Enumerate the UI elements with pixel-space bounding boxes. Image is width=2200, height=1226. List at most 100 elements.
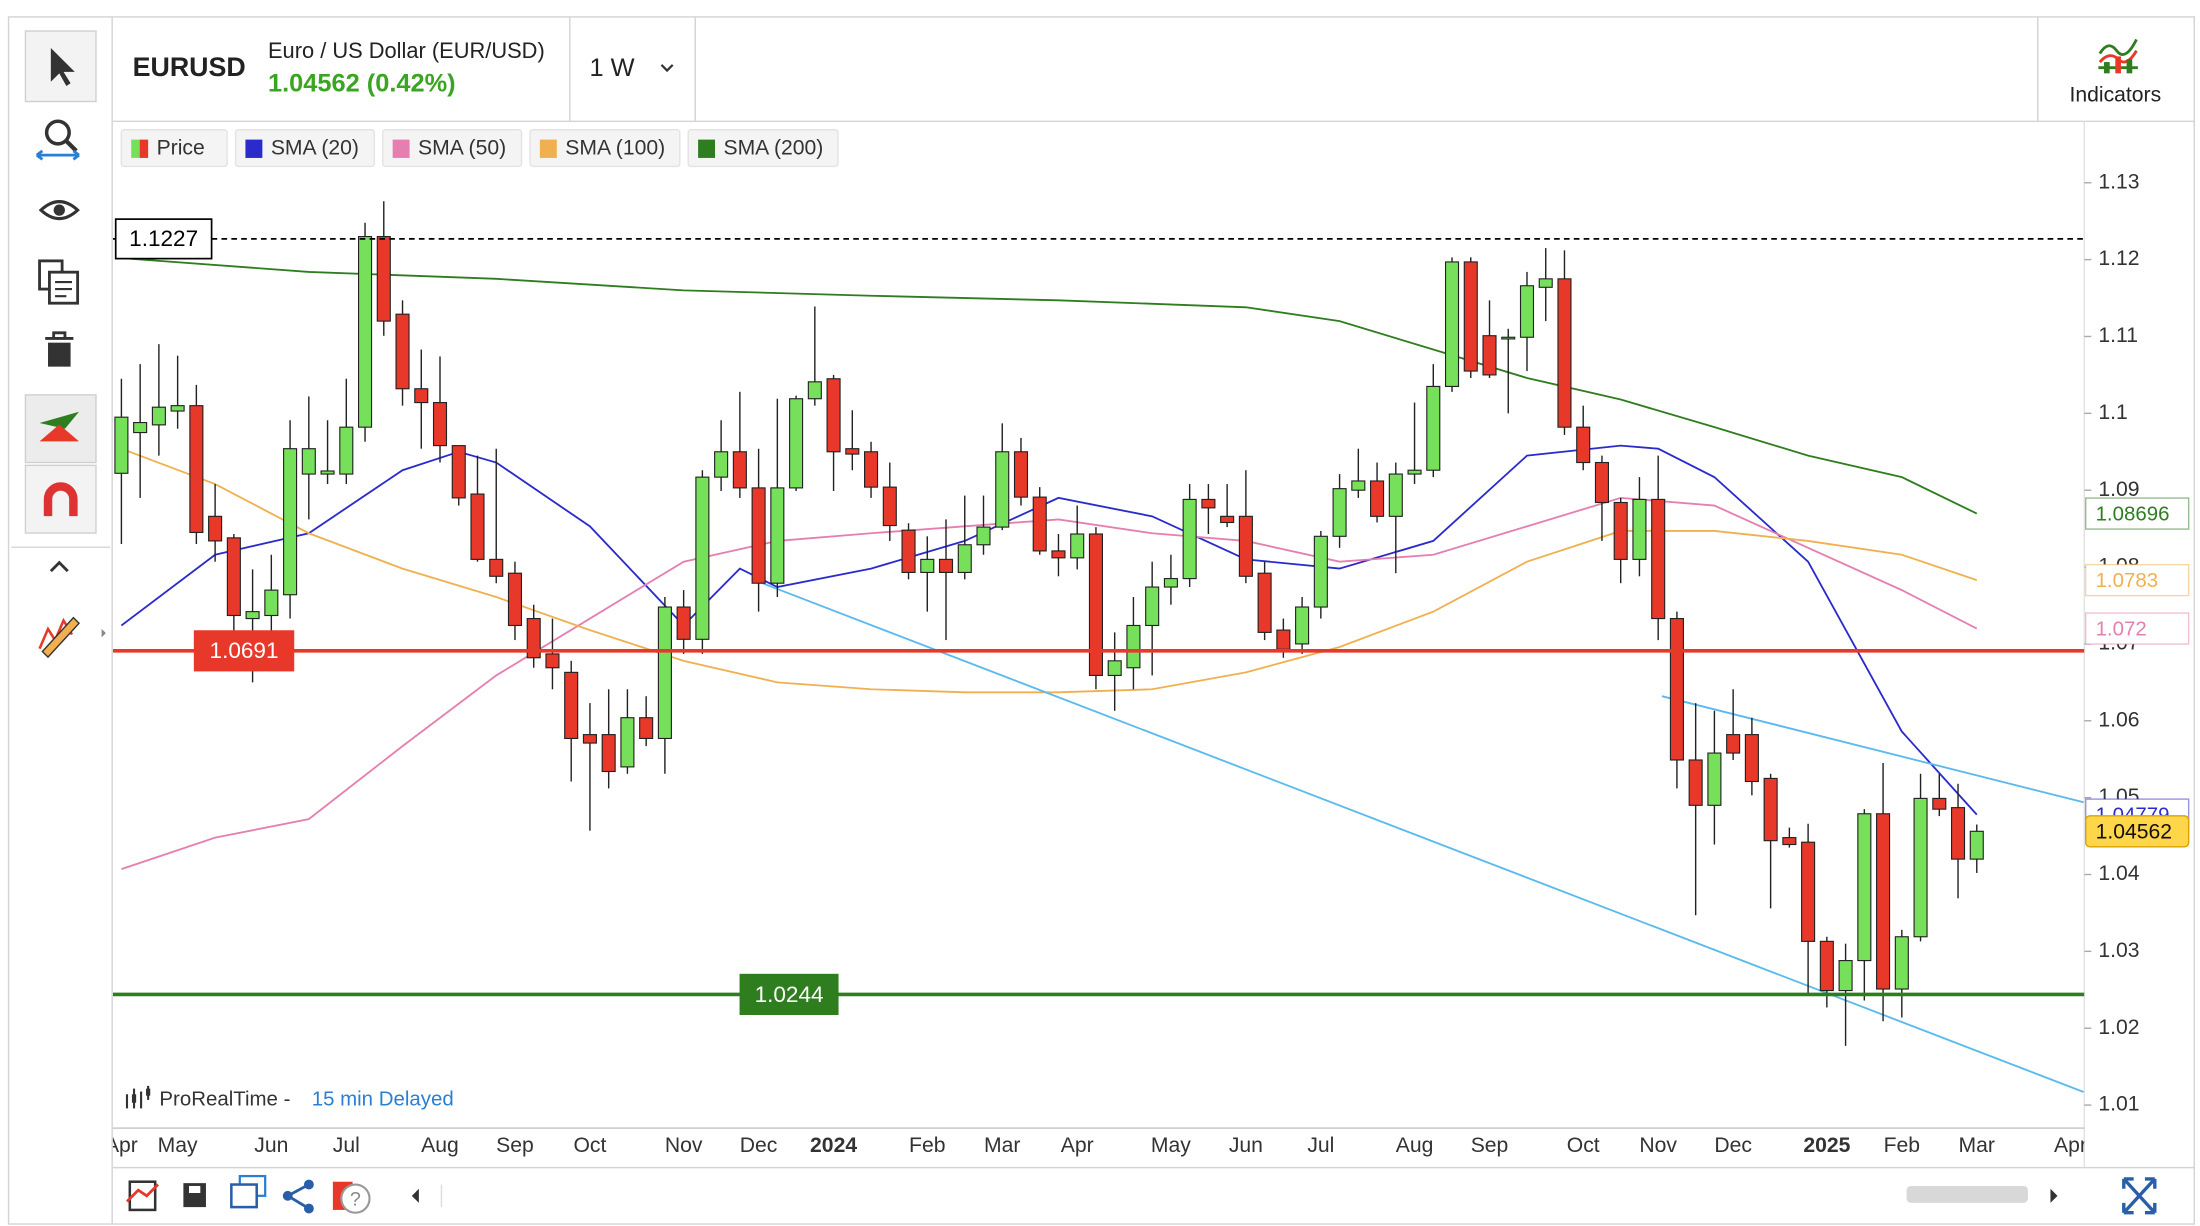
legend-item[interactable] (234, 129, 376, 168)
save-button-part[interactable] (189, 1185, 201, 1194)
last-value-box (2085, 497, 2190, 530)
visibility-tool-part[interactable] (53, 204, 65, 216)
indicators-button-part[interactable] (2126, 59, 2133, 74)
last-value-label: 1.0783 (2096, 569, 2159, 592)
zoom-tool[interactable] (35, 119, 80, 161)
drawing-tool-part[interactable] (41, 616, 81, 659)
copy-tool-part[interactable] (55, 280, 72, 298)
alerts-button[interactable]: ? (332, 1181, 371, 1214)
scrollbar-thumb[interactable] (1906, 1185, 2028, 1203)
magnet-tool[interactable] (24, 464, 97, 534)
last-value-box (2085, 563, 2190, 597)
trend-tool-part[interactable] (39, 411, 80, 429)
indicators-label[interactable]: Indicators (2069, 83, 2161, 106)
scroll-left[interactable] (411, 1188, 419, 1203)
indicators-button-part[interactable] (2115, 56, 2121, 74)
delete-tool-part[interactable] (45, 331, 74, 340)
interval-selector[interactable]: 1 W (590, 54, 674, 82)
indicators-button[interactable]: Indicators (2069, 33, 2161, 107)
candle-body (376, 235, 391, 322)
legend-label[interactable]: Price (157, 136, 205, 159)
magnet-tool-part[interactable] (24, 464, 97, 534)
new-chart-button-part[interactable] (128, 1180, 157, 1212)
x-tick-label: Jul (333, 1134, 360, 1157)
magnet-tool-part[interactable] (43, 482, 78, 517)
interval-selector-part[interactable] (660, 64, 674, 73)
collapse-tool-part[interactable] (49, 560, 69, 573)
candle-body (1913, 797, 1928, 938)
legend-item[interactable] (382, 129, 523, 168)
share-button[interactable] (282, 1179, 314, 1214)
collapse-tool[interactable] (49, 560, 69, 573)
interval[interactable]: 1 W (590, 54, 635, 82)
share-button-part[interactable] (287, 1183, 310, 1210)
pointer-tool-part[interactable] (50, 47, 75, 87)
new-chart-button-part[interactable] (125, 1183, 160, 1203)
copy-tool-part[interactable] (48, 270, 80, 305)
indicators-button-part[interactable] (2104, 62, 2110, 74)
candle-body (283, 448, 298, 596)
fullscreen-button-part[interactable] (2122, 1177, 2157, 1215)
x-tick-label: Aug (421, 1134, 459, 1157)
candle-body (1295, 606, 1310, 645)
candle-body (1201, 498, 1216, 509)
level-label: 1.1227 (129, 226, 198, 251)
candle-body (451, 445, 466, 499)
candle-body (1145, 586, 1160, 627)
zoom-tool-part[interactable] (44, 119, 71, 146)
help-icon[interactable]: ? (350, 1188, 361, 1210)
candle-body (1276, 629, 1291, 650)
last-value-label: 1.072 (2096, 617, 2147, 640)
delete-tool[interactable] (45, 331, 74, 367)
scroll-right[interactable] (2050, 1188, 2058, 1203)
candle-body (1370, 480, 1385, 517)
visibility-tool-part[interactable] (38, 200, 80, 221)
candle-body (1013, 451, 1029, 498)
legend-label[interactable]: SMA (50) (418, 136, 506, 159)
candle-body (1332, 488, 1347, 537)
new-chart-button[interactable] (125, 1180, 160, 1212)
sma-line (120, 444, 1978, 816)
level-label: 1.0691 (210, 638, 279, 663)
plot-area (112, 201, 2085, 1093)
zoom-tool-part[interactable] (35, 149, 80, 161)
candle-body (770, 487, 785, 584)
candle-body (1107, 660, 1122, 676)
candle-body (657, 606, 672, 740)
alerts-button-part[interactable] (340, 1183, 371, 1214)
legend-label[interactable]: SMA (100) (565, 136, 665, 159)
fullscreen-button[interactable] (2122, 1177, 2157, 1215)
legend-label[interactable]: SMA (200) (723, 136, 823, 159)
candle-body (414, 388, 429, 404)
y-tick-label: 1.04 (2098, 862, 2139, 885)
drawing-tool-part[interactable] (101, 628, 106, 638)
trend-tool[interactable] (24, 394, 97, 464)
legend-swatch (539, 139, 557, 158)
save-button[interactable] (183, 1183, 206, 1208)
candle-body (807, 381, 822, 400)
x-tick-label: Feb (1884, 1134, 1920, 1157)
layout-button[interactable] (230, 1174, 267, 1209)
drawing-tool[interactable] (38, 616, 106, 659)
candle-body (1557, 278, 1572, 428)
candle-body (395, 313, 410, 390)
copy-tool[interactable] (38, 259, 80, 305)
visibility-tool[interactable] (38, 200, 80, 221)
delete-tool-part[interactable] (48, 342, 71, 367)
layout-button-part[interactable] (230, 1183, 258, 1209)
legend-item[interactable] (529, 129, 681, 168)
y-tick-label: 1.06 (2098, 708, 2139, 731)
candle-body (1257, 572, 1272, 633)
legend-item[interactable] (687, 129, 839, 168)
candle-body (1744, 734, 1759, 783)
scroll-right-part[interactable] (2050, 1188, 2058, 1203)
legend-label[interactable]: SMA (20) (271, 136, 359, 159)
scroll-left-part[interactable] (411, 1188, 419, 1203)
trend-tool-part[interactable] (39, 424, 80, 442)
pointer-tool[interactable] (24, 30, 97, 103)
price-box (2085, 815, 2190, 848)
overlay: 1.131.121.111.11.091.081.071.061.051.041… (114, 129, 2190, 1116)
candle-body (1707, 752, 1722, 806)
zoom-tool-part[interactable] (64, 139, 78, 153)
